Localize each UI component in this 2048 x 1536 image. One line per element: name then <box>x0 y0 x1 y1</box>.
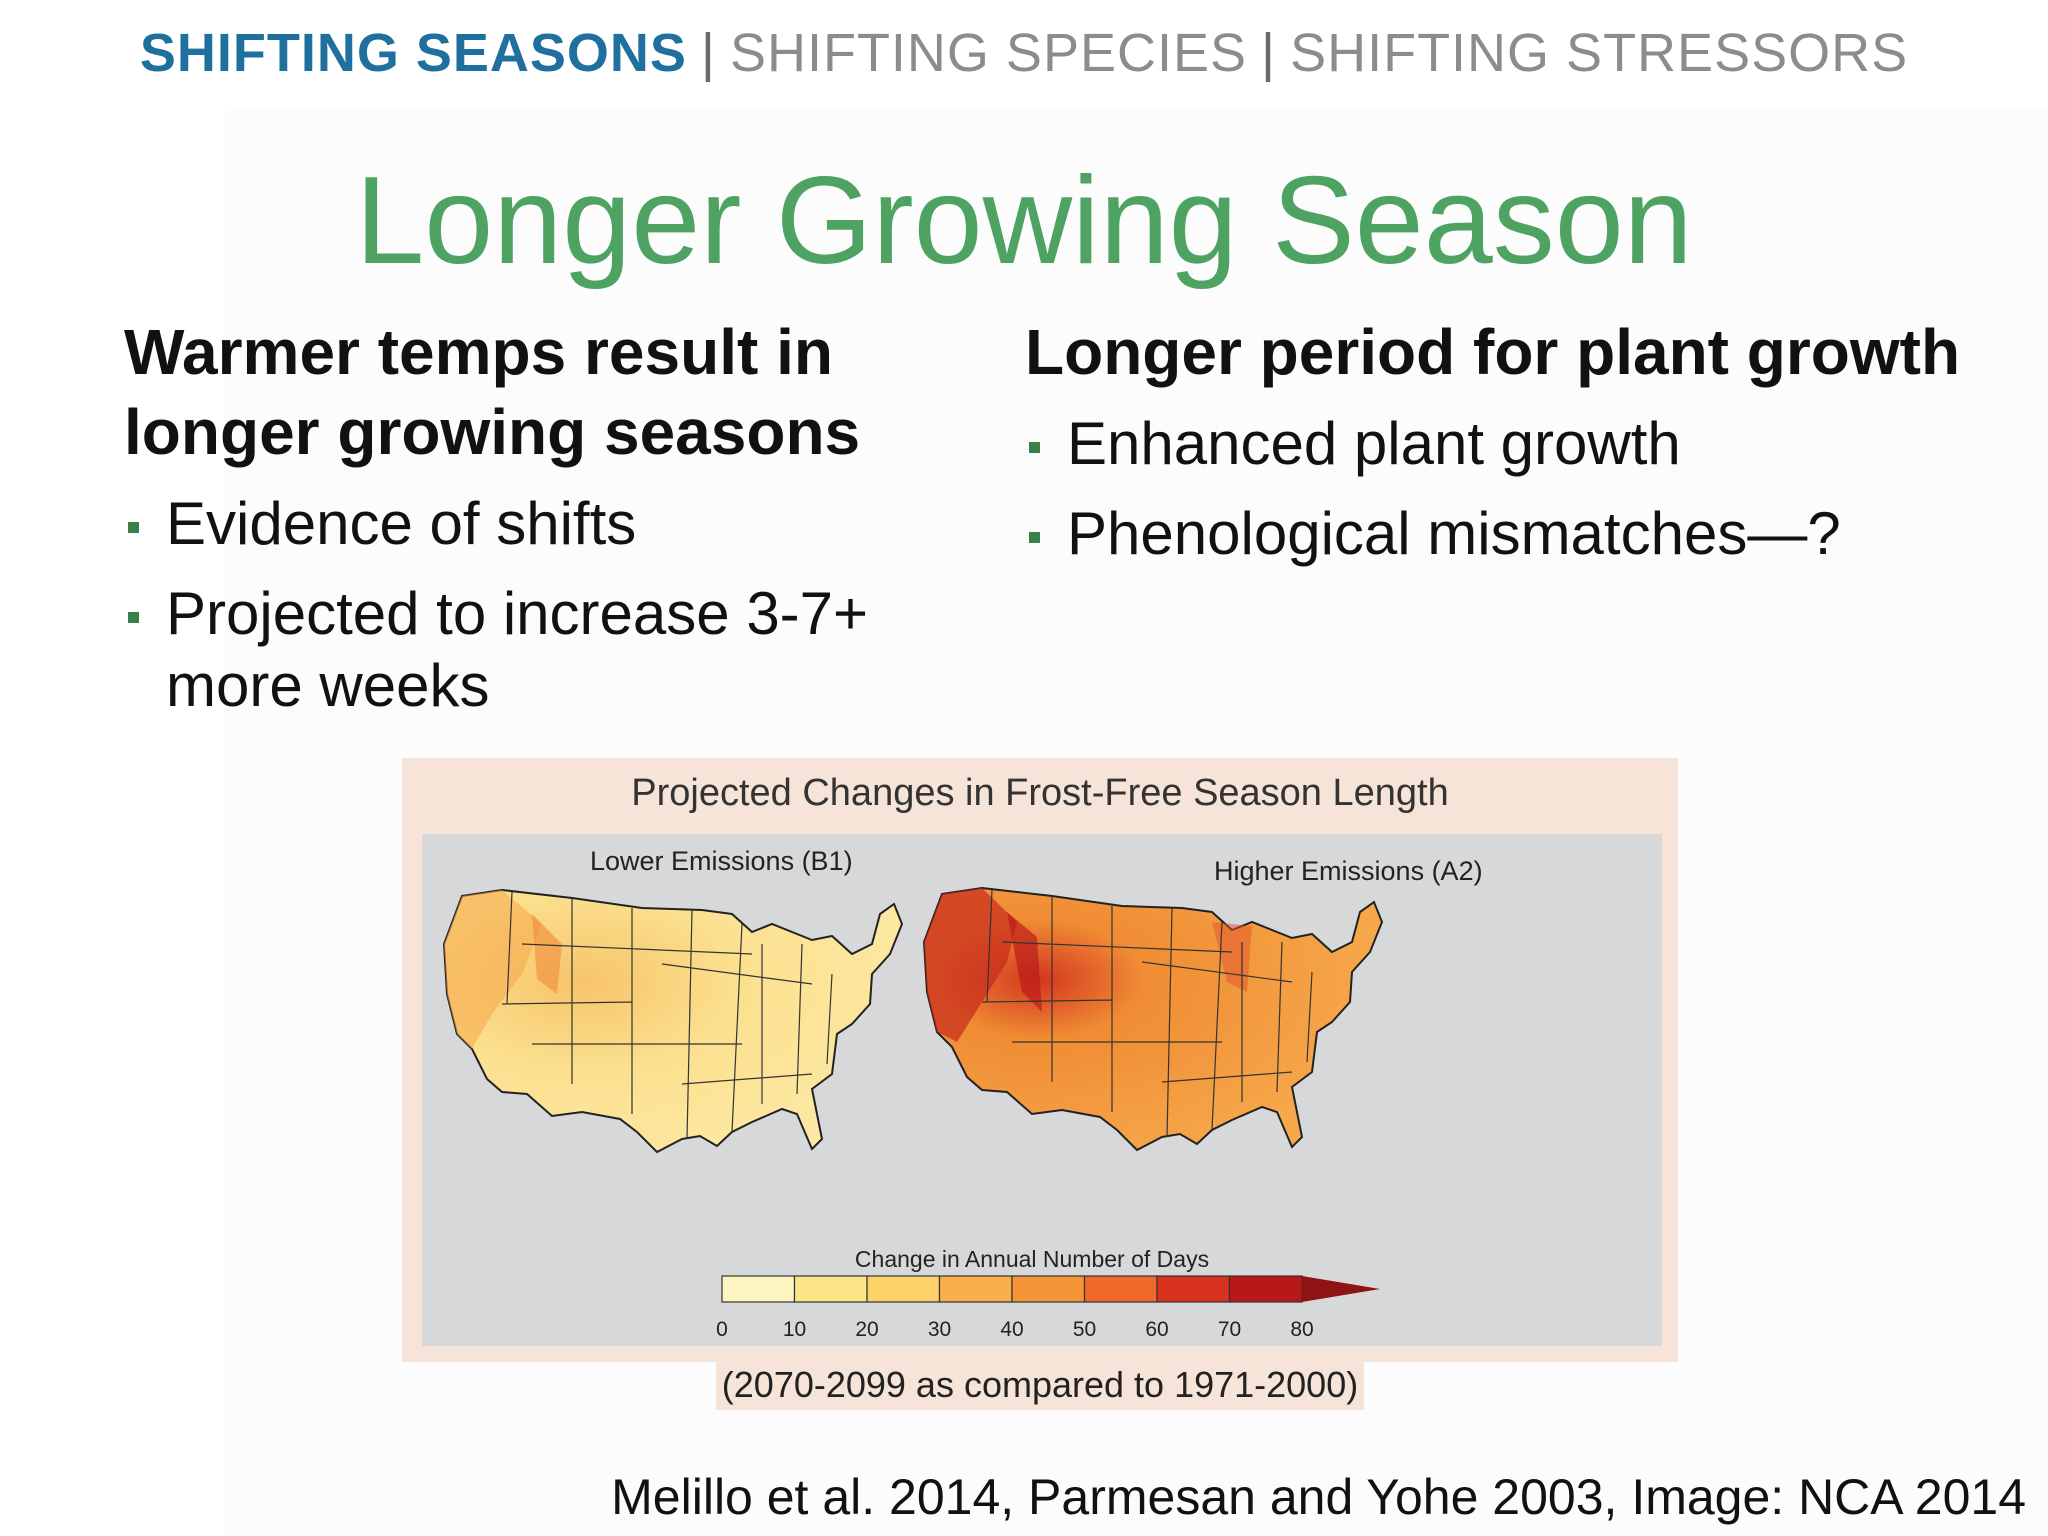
legend-color-bar <box>721 1275 1380 1303</box>
map-lower-emissions <box>442 888 904 1154</box>
right-column: Longer period for plant growth Enhanced … <box>1025 312 1965 588</box>
nav-shifting-stressors[interactable]: SHIFTING STRESSORS <box>1290 23 1909 83</box>
legend-tick-label: 10 <box>782 1318 807 1341</box>
map-higher-emissions <box>922 886 1384 1152</box>
bullet-icon <box>128 612 139 623</box>
map-right-label: Higher Emissions (A2) <box>1214 856 1483 886</box>
left-bullet-list: Evidence of shifts Projected to increase… <box>124 488 954 722</box>
section-nav: SHIFTING SEASONS | SHIFTING SPECIES | SHIFTI… <box>0 22 2048 84</box>
legend-tick-label: 40 <box>1000 1318 1024 1341</box>
right-bullet-list: Enhanced plant growth Phenological misma… <box>1025 408 1965 570</box>
nav-shifting-seasons[interactable]: SHIFTING SEASONS <box>139 23 687 83</box>
frost-free-season-figure: Projected Changes in Frost-Free Season L… <box>402 758 1678 1362</box>
bullet-icon <box>1029 442 1040 453</box>
legend-swatch <box>938 1275 1013 1303</box>
list-item: Enhanced plant growth <box>1025 408 1965 480</box>
legend-arrow <box>1302 1276 1380 1302</box>
map-left-label: Lower Emissions (B1) <box>590 846 853 876</box>
legend-swatch <box>1011 1275 1086 1303</box>
legend-tick-label: 80 <box>1290 1318 1314 1341</box>
legend-tick-label: 0 <box>716 1318 728 1341</box>
left-heading: Warmer temps result in longer growing se… <box>124 316 861 468</box>
left-column: Warmer temps result in longer growing se… <box>124 312 954 740</box>
bullet-icon <box>1029 532 1040 543</box>
legend-swatch <box>1083 1275 1158 1303</box>
bullet-icon <box>128 522 139 533</box>
map-panel: Lower Emissions (B1) Higher Emissions (A… <box>422 834 1662 1346</box>
legend-tick-label: 20 <box>855 1318 879 1341</box>
legend-tick-label: 50 <box>1072 1318 1097 1341</box>
legend-swatch <box>866 1275 941 1303</box>
right-heading: Longer period for plant growth <box>1025 316 1961 388</box>
figure-title: Projected Changes in Frost-Free Season L… <box>631 772 1449 814</box>
citation: Melillo et al. 2014, Parmesan and Yohe 2… <box>611 1469 2026 1525</box>
legend-swatch <box>1156 1275 1231 1303</box>
legend-tick-label: 70 <box>1217 1318 1242 1341</box>
legend-swatch <box>1228 1275 1303 1303</box>
legend-title: Change in Annual Number of Days <box>854 1246 1210 1272</box>
list-item: Evidence of shifts <box>124 488 954 560</box>
us-maps-graphic <box>442 886 1384 1303</box>
legend-swatch <box>721 1275 796 1303</box>
figure-caption: (2070-2099 as compared to 1971-2000) <box>716 1360 1364 1410</box>
nav-shifting-species[interactable]: SHIFTING SPECIES <box>729 23 1248 83</box>
list-item: Phenological mismatches—? <box>1025 498 1965 570</box>
legend-tick-label: 30 <box>927 1318 952 1341</box>
nav-separator: | <box>700 23 716 83</box>
nav-separator: | <box>1261 23 1277 83</box>
legend-tick-label: 60 <box>1145 1318 1169 1341</box>
list-item: Projected to increase 3-7+ more weeks <box>124 578 954 722</box>
legend-swatch <box>793 1275 868 1303</box>
slide-title: Longer Growing Season <box>355 152 1693 290</box>
